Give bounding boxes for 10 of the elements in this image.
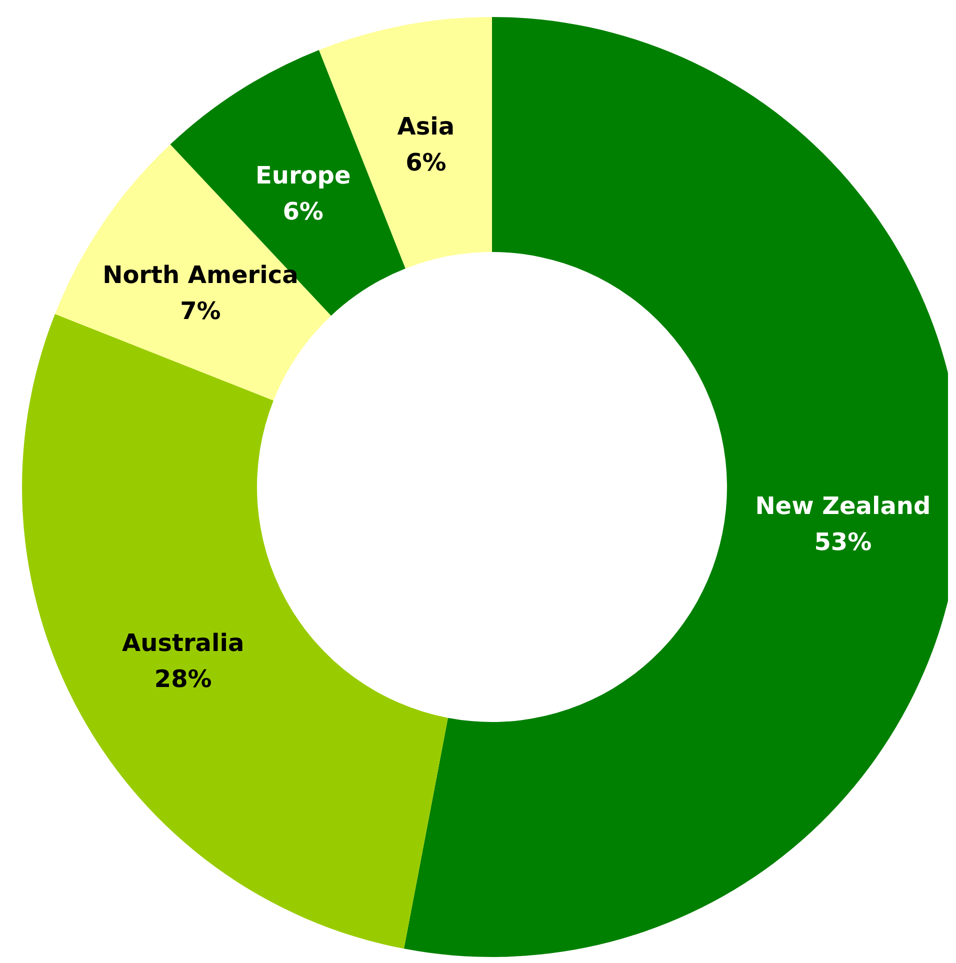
slice-label: New Zealand (755, 492, 931, 520)
slice-label: Asia (397, 112, 455, 141)
data-label: 6% (282, 197, 324, 226)
slice-label: Australia (122, 628, 244, 657)
slice-label: North America (102, 260, 298, 289)
data-label: 6% (406, 148, 446, 177)
data-label: 53% (814, 528, 872, 556)
data-label: 7% (180, 296, 221, 325)
slice-label: Europe (255, 161, 351, 190)
data-label: 28% (154, 664, 212, 693)
